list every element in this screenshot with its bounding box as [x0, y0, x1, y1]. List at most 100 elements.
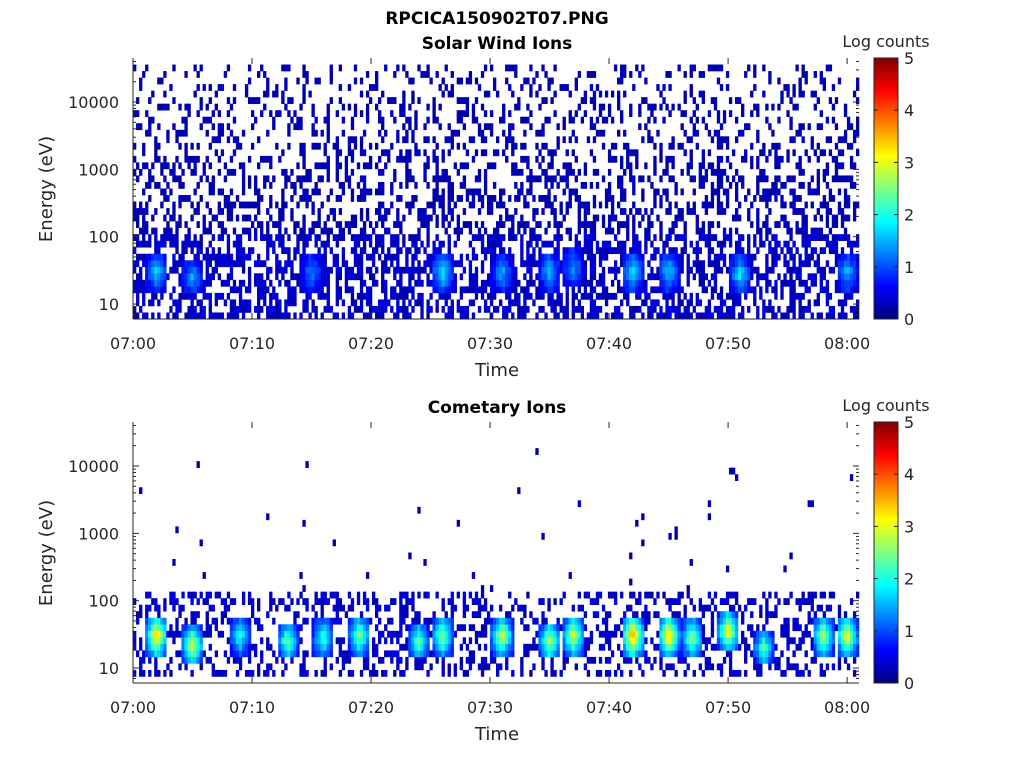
heatmap-cell: [229, 630, 234, 638]
heatmap-cell: [807, 286, 811, 294]
heatmap-cell: [220, 221, 225, 228]
heatmap-cell: [356, 260, 361, 268]
heatmap-cell: [492, 181, 497, 189]
heatmap-cell: [589, 260, 594, 268]
heatmap-cell: [626, 286, 630, 294]
heatmap-cell: [511, 637, 515, 645]
heatmap-cell: [505, 637, 509, 645]
heatmap-cell: [275, 253, 279, 261]
heatmap-cell: [783, 221, 787, 228]
heatmap-cell: [574, 643, 578, 651]
heatmap-cell: [329, 650, 333, 658]
heatmap-cell: [635, 273, 639, 281]
heatmap-cell: [701, 116, 706, 124]
heatmap-cell: [523, 312, 527, 320]
heatmap-cell: [629, 650, 633, 658]
heatmap-cell: [816, 168, 820, 176]
heatmap-cell: [523, 227, 527, 235]
heatmap-cell: [356, 617, 361, 625]
heatmap-cell: [840, 221, 845, 228]
heatmap-cell: [320, 669, 324, 677]
heatmap-cell: [789, 273, 793, 281]
heatmap-cell: [662, 168, 666, 176]
heatmap-cell: [499, 286, 503, 294]
heatmap-cell: [184, 292, 188, 300]
heatmap-cell: [508, 611, 512, 619]
heatmap-cell: [774, 221, 778, 228]
heatmap-cell: [716, 312, 721, 320]
heatmap-cell: [768, 77, 772, 85]
heatmap-cell: [728, 286, 733, 294]
heatmap-cell: [417, 643, 421, 651]
heatmap-cell: [604, 247, 609, 255]
heatmap-cell: [384, 637, 388, 645]
heatmap-cell: [281, 188, 285, 196]
heatmap-cell: [281, 208, 285, 215]
heatmap-cell: [184, 630, 188, 638]
colorbar-label: Log counts: [842, 32, 929, 51]
heatmap-cell: [408, 279, 412, 287]
heatmap-cell: [208, 116, 212, 124]
heatmap-cell: [719, 168, 724, 176]
heatmap-cell: [145, 617, 149, 625]
heatmap-cell: [562, 247, 566, 255]
heatmap-cell: [387, 253, 391, 261]
heatmap-cell: [632, 149, 636, 157]
heatmap-cell: [804, 234, 808, 241]
heatmap-cell: [671, 253, 675, 261]
heatmap-cell: [662, 260, 666, 268]
heatmap-cell: [753, 292, 757, 300]
heatmap-cell: [604, 611, 609, 619]
heatmap-cell: [326, 643, 330, 651]
heatmap-cell: [798, 129, 802, 137]
heatmap-cell: [151, 162, 155, 170]
heatmap-cell: [375, 611, 379, 619]
heatmap-cell: [577, 214, 581, 222]
heatmap-cell: [541, 598, 545, 605]
heatmap-cell: [677, 299, 681, 307]
heatmap-cell: [762, 188, 766, 196]
heatmap-cell: [674, 273, 678, 281]
heatmap-cell: [260, 292, 264, 300]
heatmap-cell: [423, 617, 427, 625]
heatmap-cell: [837, 266, 842, 274]
heatmap-cell: [486, 240, 491, 248]
heatmap-cell: [529, 84, 533, 91]
heatmap-cell: [387, 208, 391, 215]
heatmap-cell: [480, 221, 485, 228]
heatmap-cell: [604, 240, 609, 248]
heatmap-cell: [505, 253, 509, 261]
heatmap-cell: [435, 637, 439, 645]
heatmap-cell: [211, 604, 215, 612]
heatmap-cell: [314, 77, 318, 85]
heatmap-cell: [535, 448, 539, 455]
heatmap-cell: [375, 624, 379, 632]
heatmap-cell: [320, 266, 324, 274]
heatmap-cell: [187, 624, 191, 632]
heatmap-cell: [411, 591, 415, 599]
heatmap-cell: [846, 142, 851, 150]
heatmap-cell: [816, 123, 820, 131]
heatmap-cell: [302, 253, 306, 261]
heatmap-cell: [311, 617, 315, 625]
heatmap-cell: [471, 572, 476, 579]
heatmap-cell: [163, 162, 167, 170]
heatmap-cell: [601, 103, 606, 111]
heatmap-cell: [489, 312, 494, 320]
heatmap-cell: [698, 234, 702, 241]
heatmap-cell: [378, 234, 382, 241]
heatmap-cell: [226, 617, 231, 625]
heatmap-cell: [589, 253, 594, 261]
heatmap-cell: [635, 162, 639, 170]
heatmap-cell: [828, 208, 833, 215]
heatmap-cell: [193, 643, 197, 651]
heatmap-cell: [719, 208, 724, 215]
heatmap-cell: [665, 292, 669, 300]
heatmap-cell: [356, 181, 361, 189]
heatmap-cell: [792, 305, 796, 313]
heatmap-cell: [629, 312, 633, 320]
heatmap-cell: [238, 279, 243, 287]
heatmap-cell: [680, 214, 684, 222]
heatmap-cell: [641, 97, 645, 104]
heatmap-cell: [544, 195, 548, 202]
